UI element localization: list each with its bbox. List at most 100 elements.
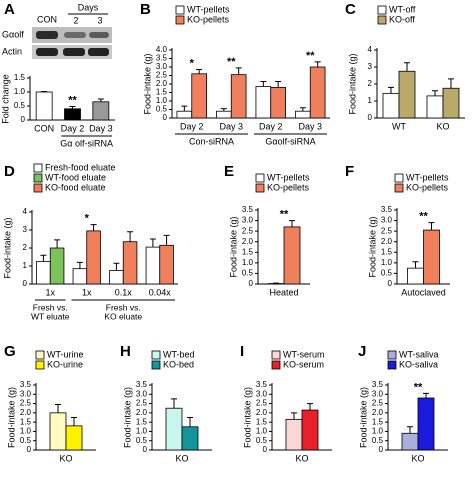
- y-tick-label: 3: [368, 62, 373, 71]
- legend-label: WT-pellets: [187, 4, 230, 14]
- legend-swatch: [33, 183, 43, 193]
- legend-swatch: [175, 15, 185, 25]
- blot-band: [89, 32, 109, 38]
- y-tick-label: 2.5: [136, 399, 148, 408]
- significance-label: **: [306, 50, 315, 62]
- error-bar: [404, 62, 410, 72]
- legend-label: WT-serum: [283, 349, 325, 359]
- error-bar: [275, 80, 282, 88]
- legend-swatch: [255, 173, 265, 183]
- bar: [283, 226, 301, 285]
- legend-swatch: [35, 360, 45, 370]
- bar: [442, 87, 460, 119]
- y-tick-label: 3.0: [242, 216, 254, 225]
- x-tick-label: Day 2: [61, 123, 85, 133]
- y-tick-label: 2.5: [256, 399, 268, 408]
- y-tick-label: 0.5: [242, 269, 254, 278]
- x-tick-label: KO: [411, 453, 424, 463]
- x-tick-label: 1x: [45, 287, 55, 297]
- y-tick-label: 1.5: [242, 247, 254, 256]
- bar: [64, 108, 81, 121]
- y-tick-label: 1.5: [14, 73, 26, 82]
- x-tick-label: Day 3: [219, 121, 243, 131]
- bar: [401, 432, 419, 451]
- bar: [145, 246, 161, 285]
- group-label: Gα olf-siRNA: [60, 138, 113, 148]
- significance-label: **: [227, 56, 236, 68]
- y-tick-label: 1.0: [136, 427, 148, 436]
- bar: [49, 247, 65, 285]
- legend-swatch: [255, 183, 265, 193]
- y-tick-label: 1.0: [242, 258, 254, 267]
- y-tick-label: 2: [23, 243, 28, 252]
- bar: [109, 270, 124, 285]
- y-tick-label: 1: [23, 261, 28, 270]
- bar: [176, 110, 193, 119]
- legend-label: KO-bed: [163, 359, 194, 369]
- x-tick-label: 0.04x: [149, 287, 172, 297]
- y-tick-label: 0.5: [256, 436, 268, 445]
- x-tick-label: WT: [392, 121, 406, 131]
- legend-label: WT-pellets: [406, 172, 449, 182]
- bar: [270, 87, 286, 119]
- legend-label: WT-pellets: [267, 172, 310, 182]
- y-tick-label: 1.5: [256, 417, 268, 426]
- y-axis-label: Fold change: [0, 74, 10, 124]
- error-bar: [407, 426, 413, 434]
- bar: [191, 73, 207, 119]
- bar: [65, 425, 83, 451]
- y-tick-label: 0: [263, 445, 268, 454]
- error-bar: [428, 222, 435, 231]
- legend-label: Fresh-food eluate: [45, 162, 116, 172]
- y-tick-label: 0: [379, 445, 384, 454]
- legend-swatch: [394, 173, 404, 183]
- group-label: Fresh vs.: [106, 302, 141, 312]
- bar: [301, 409, 319, 451]
- significance-label: **: [419, 211, 428, 223]
- bar: [417, 397, 435, 451]
- bar: [295, 110, 311, 119]
- y-tick-label: 0: [249, 279, 254, 288]
- y-tick-label: 3.5: [372, 380, 384, 389]
- error-bar: [423, 392, 429, 398]
- y-tick-label: 2.0: [372, 408, 384, 417]
- y-tick-label: 0: [143, 445, 148, 454]
- error-bar: [97, 98, 104, 102]
- y-tick-label: 3.5: [381, 205, 393, 214]
- x-tick-label: Day 2: [259, 121, 283, 131]
- y-tick-label: 3.0: [136, 389, 148, 398]
- panel-letter: A: [4, 1, 15, 18]
- y-tick-label: 3.0: [20, 389, 32, 398]
- y-tick-label: 0: [27, 445, 32, 454]
- y-tick-label: 1.0: [20, 427, 32, 436]
- legend-label: KO-serum: [283, 359, 324, 369]
- y-tick-label: 0: [368, 113, 373, 122]
- error-bar: [220, 108, 227, 112]
- legend-swatch: [377, 15, 387, 25]
- legend-label: KO-food eluate: [45, 182, 106, 192]
- y-tick-label: 3.0: [372, 389, 384, 398]
- error-bar: [299, 107, 306, 112]
- x-tick-label: Day 2: [180, 121, 204, 131]
- group-label: KO eluate: [104, 311, 142, 321]
- panel-letter: B: [140, 1, 151, 18]
- y-axis-label: Food-intake (g): [367, 216, 377, 277]
- x-tick-label: Day 3: [89, 123, 113, 133]
- panel-letter: F: [345, 163, 354, 180]
- legend-swatch: [35, 350, 45, 360]
- y-tick-label: 2.5: [156, 71, 168, 80]
- y-tick-label: 2.0: [242, 237, 254, 246]
- bar: [423, 229, 440, 285]
- y-tick-label: 0: [21, 115, 26, 124]
- error-bar: [448, 78, 454, 89]
- y-tick-label: 3.5: [256, 380, 268, 389]
- blot-band: [88, 48, 109, 56]
- bar: [92, 101, 110, 121]
- error-bar: [127, 231, 134, 242]
- legend-swatch: [387, 350, 397, 360]
- legend-swatch: [377, 5, 387, 15]
- y-tick-label: 0.5: [381, 269, 393, 278]
- panel-letter: E: [224, 163, 234, 180]
- y-tick-label: 3.5: [242, 205, 254, 214]
- bar: [49, 412, 67, 451]
